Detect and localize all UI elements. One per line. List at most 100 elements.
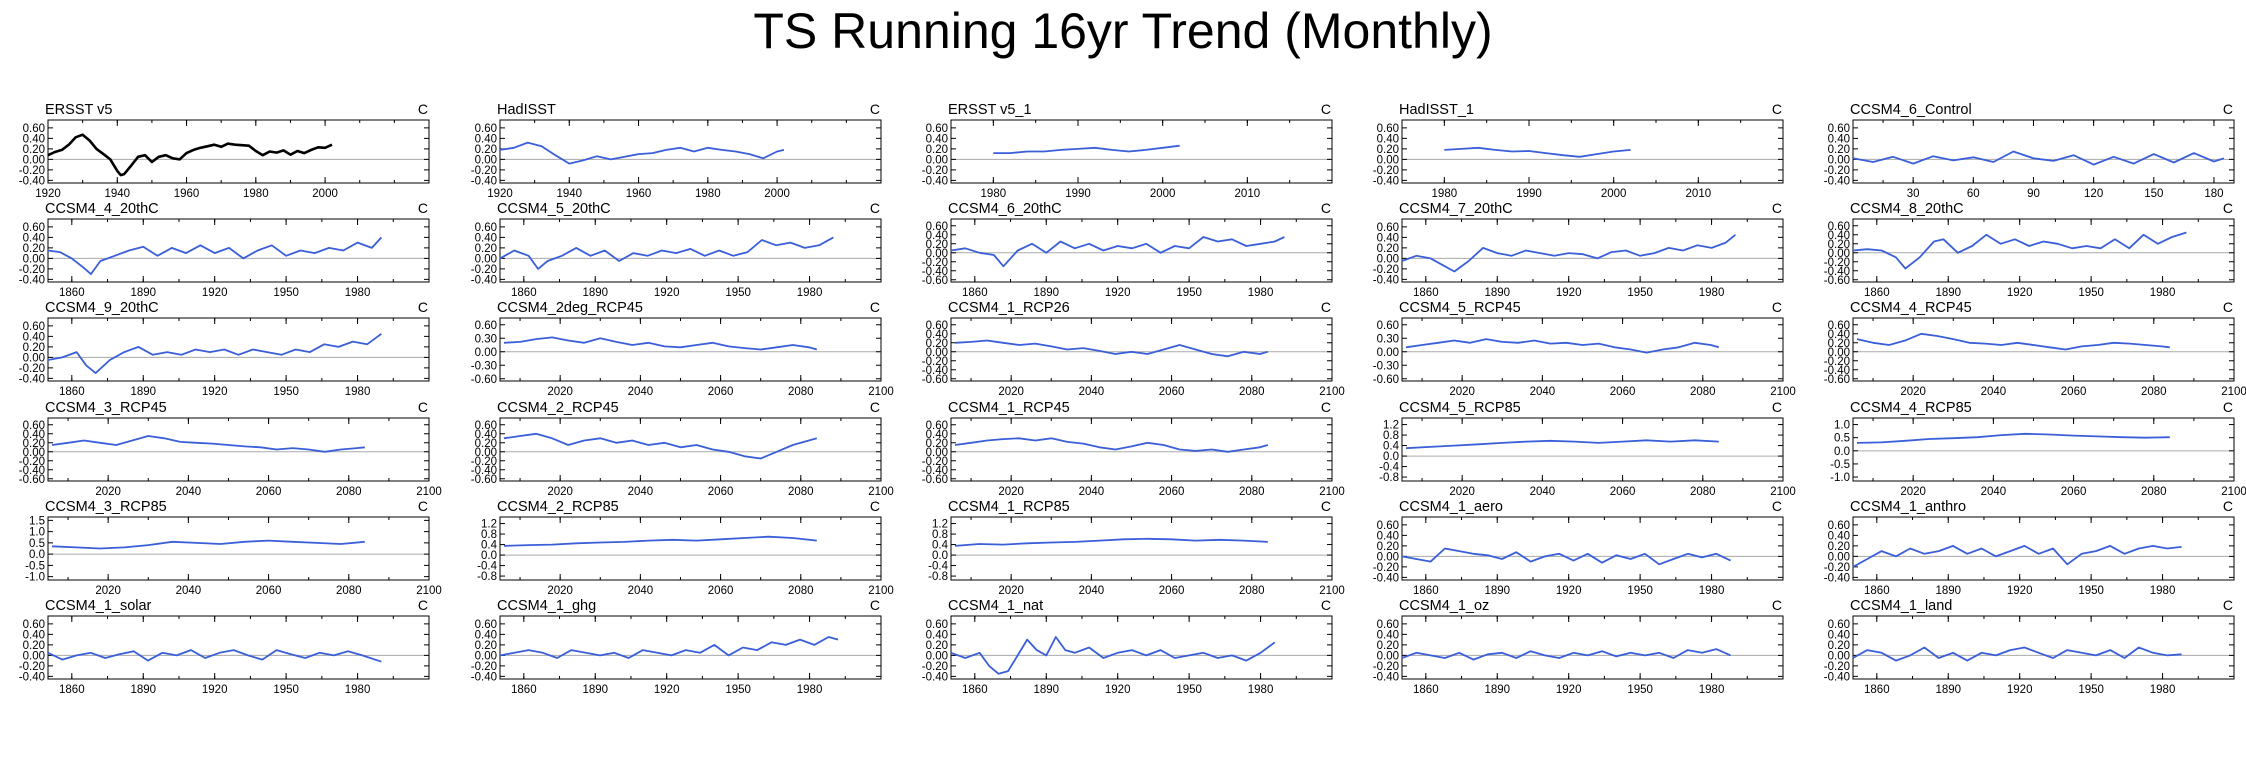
x-tick-label: 2080 [336, 486, 362, 498]
y-tick-label: 0.20 [926, 338, 948, 350]
y-tick-label: 0.60 [23, 619, 45, 631]
y-tick-label: 0.00 [23, 352, 45, 364]
panel: CCSM4_2deg_RCP45 C 0.600.30 0.00-0.30 -0.60 2… [471, 299, 894, 398]
y-tick-label: 0.20 [23, 438, 45, 450]
y-tick-label: 0.60 [1377, 320, 1399, 332]
x-tick-label: 1860 [1864, 684, 1890, 696]
x-tick-label: 2080 [2141, 486, 2167, 498]
y-tick-label: 0.40 [23, 429, 45, 441]
x-tick-label: 2020 [1449, 486, 1475, 498]
x-tick-label: 2060 [2061, 386, 2087, 398]
plot-frame [1401, 516, 1784, 581]
plot-frame [499, 119, 882, 184]
units-label: C [1772, 597, 1782, 613]
y-tick-label: 0.0 [1834, 446, 1850, 458]
x-tick-label: 1950 [725, 287, 751, 299]
x-tick-label: 1950 [1176, 684, 1202, 696]
y-tick-label: -0.20 [471, 264, 497, 276]
y-tick-label: 0.60 [23, 321, 45, 333]
y-tick-label: -0.60 [471, 474, 497, 486]
x-tick-label: 2020 [547, 386, 573, 398]
units-label: C [2223, 299, 2233, 315]
x-tick-label: 1860 [511, 684, 537, 696]
x-tick-label: 2000 [764, 188, 790, 200]
series-line [499, 636, 839, 659]
x-tick-label: 2020 [95, 585, 121, 597]
y-tick-label: 0.40 [1828, 530, 1850, 542]
series-line [950, 236, 1285, 268]
x-tick-label: 1920 [1556, 585, 1582, 597]
units-label: C [418, 399, 428, 415]
panel: CCSM4_6_Control C 0.600.400.200.00-0.20-0.… [1824, 101, 2235, 200]
units-label: C [2223, 597, 2233, 613]
x-tick-label: 2100 [1319, 585, 1345, 597]
x-tick-label: 2080 [1239, 486, 1265, 498]
x-tick-label: 1920 [202, 684, 228, 696]
x-tick-label: 1860 [962, 684, 988, 696]
x-tick-label: 1950 [1627, 585, 1653, 597]
y-tick-label: 0.00 [1828, 154, 1850, 166]
y-tick-label: 0.60 [475, 123, 497, 135]
y-tick-label: 1.0 [29, 527, 45, 539]
units-label: C [1772, 200, 1782, 216]
plot-frame [1401, 218, 1784, 283]
x-tick-label: 1950 [1627, 287, 1653, 299]
x-tick-label: 2080 [1239, 585, 1265, 597]
y-tick-label: 0.20 [475, 243, 497, 255]
y-tick-label: 0.20 [1377, 640, 1399, 652]
panel: CCSM4_9_20thC C 0.600.400.200.00-0.20-0.40… [19, 299, 430, 398]
x-tick-label: 2000 [1150, 188, 1176, 200]
plot-frame [47, 516, 430, 581]
y-tick-label: -0.60 [1824, 275, 1850, 287]
x-tick-label: 1890 [1484, 684, 1510, 696]
units-label: C [870, 498, 880, 514]
panel: CCSM4_5_20thC C 0.600.400.200.00-0.20-0.40… [471, 200, 882, 299]
y-tick-label: 0.00 [926, 447, 948, 459]
y-tick-label: 0.40 [1828, 329, 1850, 341]
y-tick-label: 0.00 [1828, 347, 1850, 359]
x-tick-label: 2060 [1610, 386, 1636, 398]
panel-title: CCSM4_9_20thC [45, 300, 159, 316]
y-tick-label: 0.00 [1377, 253, 1399, 265]
x-tick-label: 2040 [628, 386, 654, 398]
plot-frame [1401, 317, 1784, 382]
series-line [1444, 146, 1631, 158]
panel-title: CCSM4_6_Control [1850, 102, 1972, 118]
x-tick-label: 1980 [1248, 287, 1274, 299]
y-tick-label: -0.5 [25, 560, 45, 572]
y-tick-label: -0.30 [471, 360, 497, 372]
x-tick-label: 1890 [130, 287, 156, 299]
plot-frame [950, 317, 1333, 382]
panel-title: CCSM4_1_solar [45, 598, 152, 614]
panel-title: CCSM4_4_RCP45 [1850, 300, 1972, 316]
panel: CCSM4_4_RCP85 C 1.00.50.0-0.5-1.0 2020 2040 2… [1830, 399, 2246, 498]
units-label: C [870, 399, 880, 415]
x-tick-label: 1980 [1699, 684, 1725, 696]
x-tick-label: 2100 [1770, 486, 1796, 498]
panel: HadISST_1 C 0.600.400.200.00-0.20-0.40 1980… [1373, 101, 1784, 200]
plot-frame [1852, 317, 2235, 382]
y-tick-label: 0.40 [23, 629, 45, 641]
y-tick-label: 0.00 [475, 347, 497, 359]
x-tick-label: 2060 [708, 386, 734, 398]
y-tick-label: -0.60 [922, 275, 948, 287]
x-tick-label: 2060 [1610, 486, 1636, 498]
x-tick-label: 2040 [1079, 585, 1105, 597]
y-tick-label: 0.60 [1828, 320, 1850, 332]
x-tick-label: 1950 [1176, 287, 1202, 299]
y-tick-label: 0.00 [1828, 551, 1850, 563]
panel: CCSM4_1_solar C 0.600.400.200.00-0.20-0.40… [19, 597, 430, 696]
x-tick-label: 2080 [788, 386, 814, 398]
units-label: C [870, 299, 880, 315]
plot-frame [1852, 516, 2235, 581]
series-line [1852, 150, 2225, 166]
y-tick-label: 0.00 [1377, 551, 1399, 563]
y-tick-label: -0.20 [922, 165, 948, 177]
y-tick-label: 1.5 [29, 515, 45, 527]
y-tick-label: 0.60 [1828, 520, 1850, 532]
panel-title: CCSM4_3_RCP45 [45, 400, 167, 416]
units-label: C [1321, 399, 1331, 415]
panel: ERSST v5_1 C 0.600.400.200.00-0.20-0.40 198… [922, 101, 1333, 200]
y-tick-label: 0.00 [1377, 650, 1399, 662]
